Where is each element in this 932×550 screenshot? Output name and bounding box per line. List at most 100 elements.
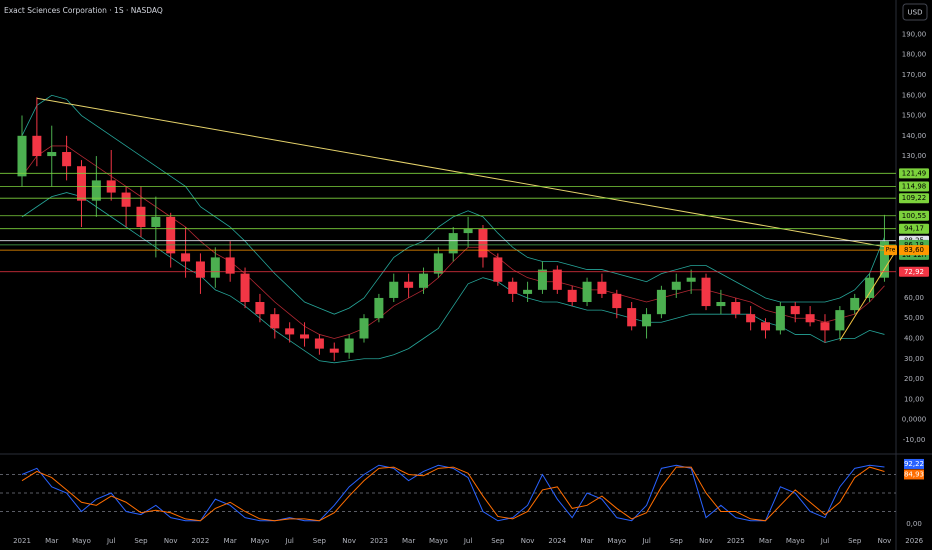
candle-body	[879, 241, 889, 278]
level-label-box	[899, 193, 929, 204]
candle-body	[567, 289, 577, 303]
candle-body	[835, 310, 845, 331]
y-tick-label: 50,00	[904, 314, 924, 322]
level-tag: Pre	[886, 247, 896, 254]
candle-body	[612, 293, 622, 309]
x-tick-label: Sep	[491, 537, 505, 545]
candle-body	[433, 253, 443, 274]
x-tick-label: Mar	[759, 537, 772, 545]
y-tick-label: 130,00	[902, 152, 927, 160]
level-label-box	[899, 181, 929, 192]
y-tick-label: 0,00	[906, 520, 922, 528]
level-label-box	[899, 223, 929, 234]
level-label-box	[899, 245, 929, 256]
candle-body	[805, 314, 815, 323]
candle-body	[597, 281, 607, 294]
candle-body	[181, 253, 191, 262]
level-label: 72,92	[904, 268, 924, 276]
x-tick-label: Sep	[848, 537, 862, 545]
x-tick-label: Mayo	[607, 537, 626, 545]
candle-body	[775, 306, 785, 331]
trendline	[839, 249, 896, 341]
currency-button[interactable]	[902, 3, 928, 21]
candle-body	[686, 277, 696, 282]
y-tick-label: 160,00	[902, 91, 927, 99]
band-lower	[21, 192, 885, 364]
x-tick-label: 2021	[13, 537, 31, 545]
candle-body	[329, 348, 339, 353]
x-tick-label: Jul	[463, 537, 473, 545]
candle-body	[255, 302, 265, 315]
candle-body	[493, 257, 503, 282]
chart-title: Exact Sciences Corporation · 1S · NASDAQ	[4, 6, 163, 15]
candle-body	[850, 297, 860, 311]
level-label: 94,17	[904, 225, 924, 233]
currency-label: USD	[908, 9, 923, 17]
candle-body	[463, 229, 473, 234]
candle-body	[32, 135, 42, 157]
y-tick-label: 180,00	[902, 51, 927, 59]
candle-body	[865, 277, 875, 298]
candle-body	[62, 152, 72, 167]
x-tick-label: Jul	[106, 537, 116, 545]
x-tick-label: 2023	[370, 537, 388, 545]
x-tick-label: Sep	[670, 537, 684, 545]
x-tick-label: 2026	[905, 537, 923, 545]
candle-body	[746, 314, 756, 323]
candle-body	[820, 322, 830, 331]
x-tick-label: Mar	[580, 537, 593, 545]
candle-body	[478, 229, 488, 258]
level-label: 114,98	[902, 183, 927, 191]
x-tick-label: Nov	[878, 537, 892, 545]
candle-body	[761, 322, 770, 331]
y-tick-label: 170,00	[902, 71, 927, 79]
candle-body	[17, 135, 27, 177]
trendline	[36, 97, 896, 250]
candle-body	[418, 273, 428, 288]
x-tick-label: Mar	[45, 537, 58, 545]
x-tick-label: 2025	[727, 537, 745, 545]
candle-body	[225, 257, 235, 274]
y-tick-label: 30,00	[904, 355, 924, 363]
value-label: 92,22	[904, 460, 924, 468]
y-tick-label: 60,00	[904, 294, 924, 302]
level-label: 109,22	[902, 194, 927, 202]
candle-body	[151, 216, 161, 228]
band-basis	[21, 145, 885, 339]
x-tick-label: Nov	[342, 537, 356, 545]
candle-body	[91, 180, 101, 201]
candle-body	[790, 306, 800, 315]
y-tick-label: -10,00	[903, 436, 926, 444]
candle-body	[508, 281, 518, 294]
level-label-box	[899, 210, 929, 221]
x-tick-label: Mar	[224, 537, 237, 545]
candle-body	[656, 289, 666, 315]
candle-body	[582, 281, 592, 303]
x-tick-label: Jul	[820, 537, 830, 545]
candle-body	[374, 297, 384, 319]
candle-body	[716, 302, 726, 307]
y-tick-label: 0,0000	[902, 416, 927, 424]
candle-body	[314, 338, 324, 349]
candle-body	[701, 277, 711, 307]
x-tick-label: Nov	[699, 537, 713, 545]
x-tick-label: Mayo	[72, 537, 91, 545]
candle-body	[552, 269, 562, 290]
level-label-box	[899, 266, 929, 277]
x-tick-label: Nov	[521, 537, 535, 545]
y-tick-label: 190,00	[902, 30, 927, 38]
y-tick-label: 20,00	[904, 375, 924, 383]
level-label: 86,18	[904, 241, 924, 249]
candle-body	[344, 338, 354, 353]
y-tick-label: 40,00	[904, 334, 924, 342]
candle-body	[671, 281, 681, 290]
x-tick-label: Mayo	[786, 537, 805, 545]
candle-body	[642, 314, 652, 327]
y-tick-label: 10,00	[904, 395, 924, 403]
candle-body	[121, 192, 131, 207]
candle-body	[300, 334, 310, 339]
level-label: 121,49	[902, 169, 927, 177]
candle-body	[731, 302, 741, 315]
